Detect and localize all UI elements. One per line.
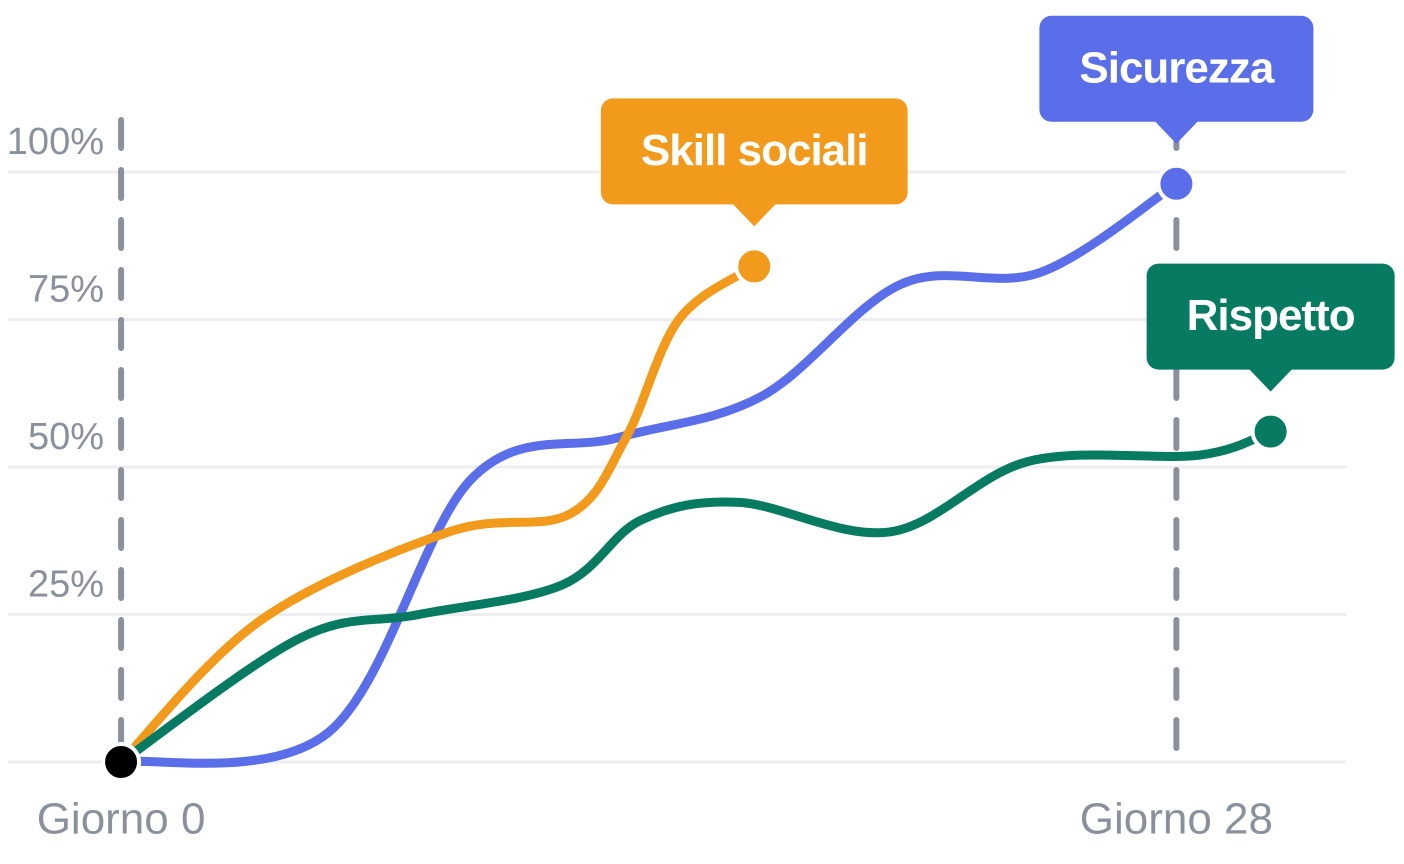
series-name: Sicurezza bbox=[1079, 43, 1275, 92]
series-name: Skill sociali bbox=[641, 126, 868, 175]
end-point bbox=[1250, 411, 1291, 452]
callout: Rispetto bbox=[1146, 263, 1395, 392]
start-point bbox=[101, 742, 142, 782]
series-line bbox=[116, 179, 1181, 768]
callout-pointer bbox=[732, 203, 777, 227]
callout-box bbox=[1039, 15, 1314, 122]
y-tick-label: 75% bbox=[28, 269, 104, 311]
x-tick-label: Giorno 28 bbox=[1080, 795, 1273, 844]
callout: Sicurezza bbox=[1039, 15, 1314, 144]
callout: Skill sociali bbox=[600, 98, 908, 227]
callout-pointer bbox=[1248, 368, 1293, 392]
end-point bbox=[1156, 163, 1197, 204]
series-name: Rispetto bbox=[1187, 291, 1355, 340]
end-point bbox=[734, 246, 775, 287]
series-line bbox=[116, 427, 1276, 767]
x-tick-label: Giorno 0 bbox=[37, 795, 206, 844]
y-tick-label: 25% bbox=[28, 564, 104, 606]
y-tick-label: 100% bbox=[7, 121, 104, 163]
series-line bbox=[116, 261, 759, 767]
y-tick-label: 50% bbox=[28, 416, 104, 458]
callout-box bbox=[600, 98, 908, 205]
callout-pointer bbox=[1154, 120, 1199, 144]
callout-box bbox=[1146, 263, 1395, 370]
